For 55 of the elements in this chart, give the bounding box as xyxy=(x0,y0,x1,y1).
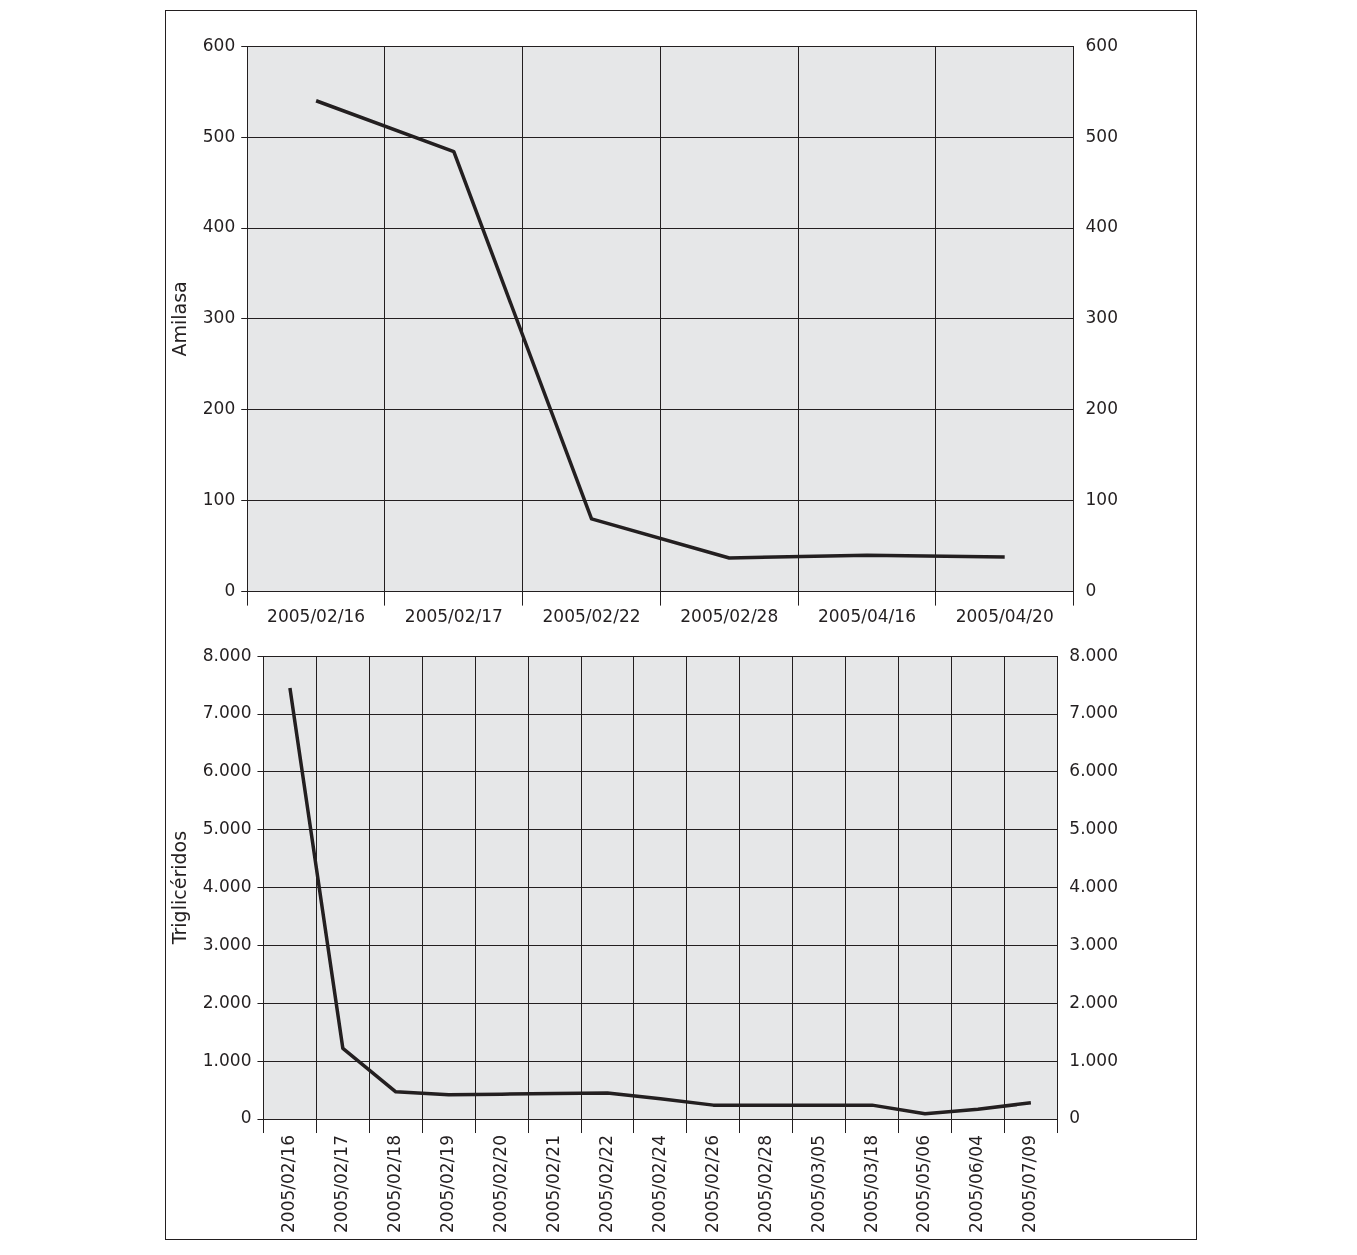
y2-tick-label: 300 xyxy=(1085,307,1119,328)
x-tick-label: 2005/02/28 xyxy=(754,1135,775,1233)
x-tick-label: 2005/02/21 xyxy=(542,1135,563,1233)
y-tick-label: 7.000 xyxy=(202,702,252,723)
x-tick-label: 2005/03/18 xyxy=(860,1135,881,1233)
x-tick-label: 2005/02/16 xyxy=(267,606,366,627)
y-tick-label: 200 xyxy=(202,398,236,419)
y2-tick-label: 3.000 xyxy=(1069,933,1118,954)
y-tick-label: 500 xyxy=(202,125,236,146)
y2-tick-label: 100 xyxy=(1085,489,1119,510)
y-tick-label: 3.000 xyxy=(202,933,252,954)
x-tick-label: 2005/02/16 xyxy=(278,1135,299,1233)
y2-tick-label: 4.000 xyxy=(1069,876,1118,897)
y2-tick-label: 200 xyxy=(1085,398,1119,419)
y-tick-label: 4.000 xyxy=(202,876,252,897)
x-tick-label: 2005/02/26 xyxy=(701,1135,722,1233)
y2-tick-label: 2.000 xyxy=(1069,991,1118,1012)
x-tick-label: 2005/02/18 xyxy=(384,1135,405,1233)
x-tick-label: 2005/02/17 xyxy=(331,1135,352,1233)
x-tick-label: 2005/02/20 xyxy=(490,1135,511,1233)
y-tick-label: 300 xyxy=(202,307,236,328)
x-tick-label: 2005/02/24 xyxy=(648,1135,669,1233)
y2-tick-label: 5.000 xyxy=(1069,818,1118,839)
y-tick-label: 6.000 xyxy=(202,760,252,781)
y-axis-title: Triglicéridos xyxy=(168,830,191,946)
y2-tick-label: 8.000 xyxy=(1069,644,1118,665)
y2-tick-label: 600 xyxy=(1085,34,1119,55)
y-tick-label: 0 xyxy=(240,1107,252,1128)
y-tick-label: 400 xyxy=(202,216,236,237)
y2-tick-label: 400 xyxy=(1085,216,1119,237)
y2-tick-label: 500 xyxy=(1085,125,1119,146)
x-tick-label: 2005/04/16 xyxy=(817,606,916,627)
x-tick-label: 2005/02/22 xyxy=(595,1135,616,1233)
x-tick-label: 2005/02/22 xyxy=(542,606,641,627)
x-tick-label: 2005/05/06 xyxy=(913,1135,934,1233)
y-tick-label: 2.000 xyxy=(202,991,252,1012)
y-tick-label: 0 xyxy=(224,580,236,601)
x-tick-label: 2005/03/05 xyxy=(807,1135,828,1233)
x-tick-label: 2005/04/20 xyxy=(955,606,1054,627)
y-tick-label: 600 xyxy=(202,34,236,55)
y-axis-title: Amilasa xyxy=(168,281,191,357)
y-tick-label: 1.000 xyxy=(202,1049,252,1070)
x-tick-label: 2005/07/09 xyxy=(1019,1135,1040,1233)
x-tick-label: 2005/02/28 xyxy=(680,606,779,627)
y2-tick-label: 7.000 xyxy=(1069,702,1118,723)
y-tick-label: 100 xyxy=(202,489,236,510)
y-tick-label: 5.000 xyxy=(202,818,252,839)
x-tick-label: 2005/06/04 xyxy=(966,1135,987,1233)
y2-tick-label: 1.000 xyxy=(1069,1049,1118,1070)
y2-tick-label: 6.000 xyxy=(1069,760,1118,781)
y2-tick-label: 0 xyxy=(1085,580,1097,601)
y2-tick-label: 0 xyxy=(1069,1107,1081,1128)
y-tick-label: 8.000 xyxy=(202,644,252,665)
x-tick-label: 2005/02/19 xyxy=(437,1135,458,1233)
x-tick-label: 2005/02/17 xyxy=(404,606,503,627)
